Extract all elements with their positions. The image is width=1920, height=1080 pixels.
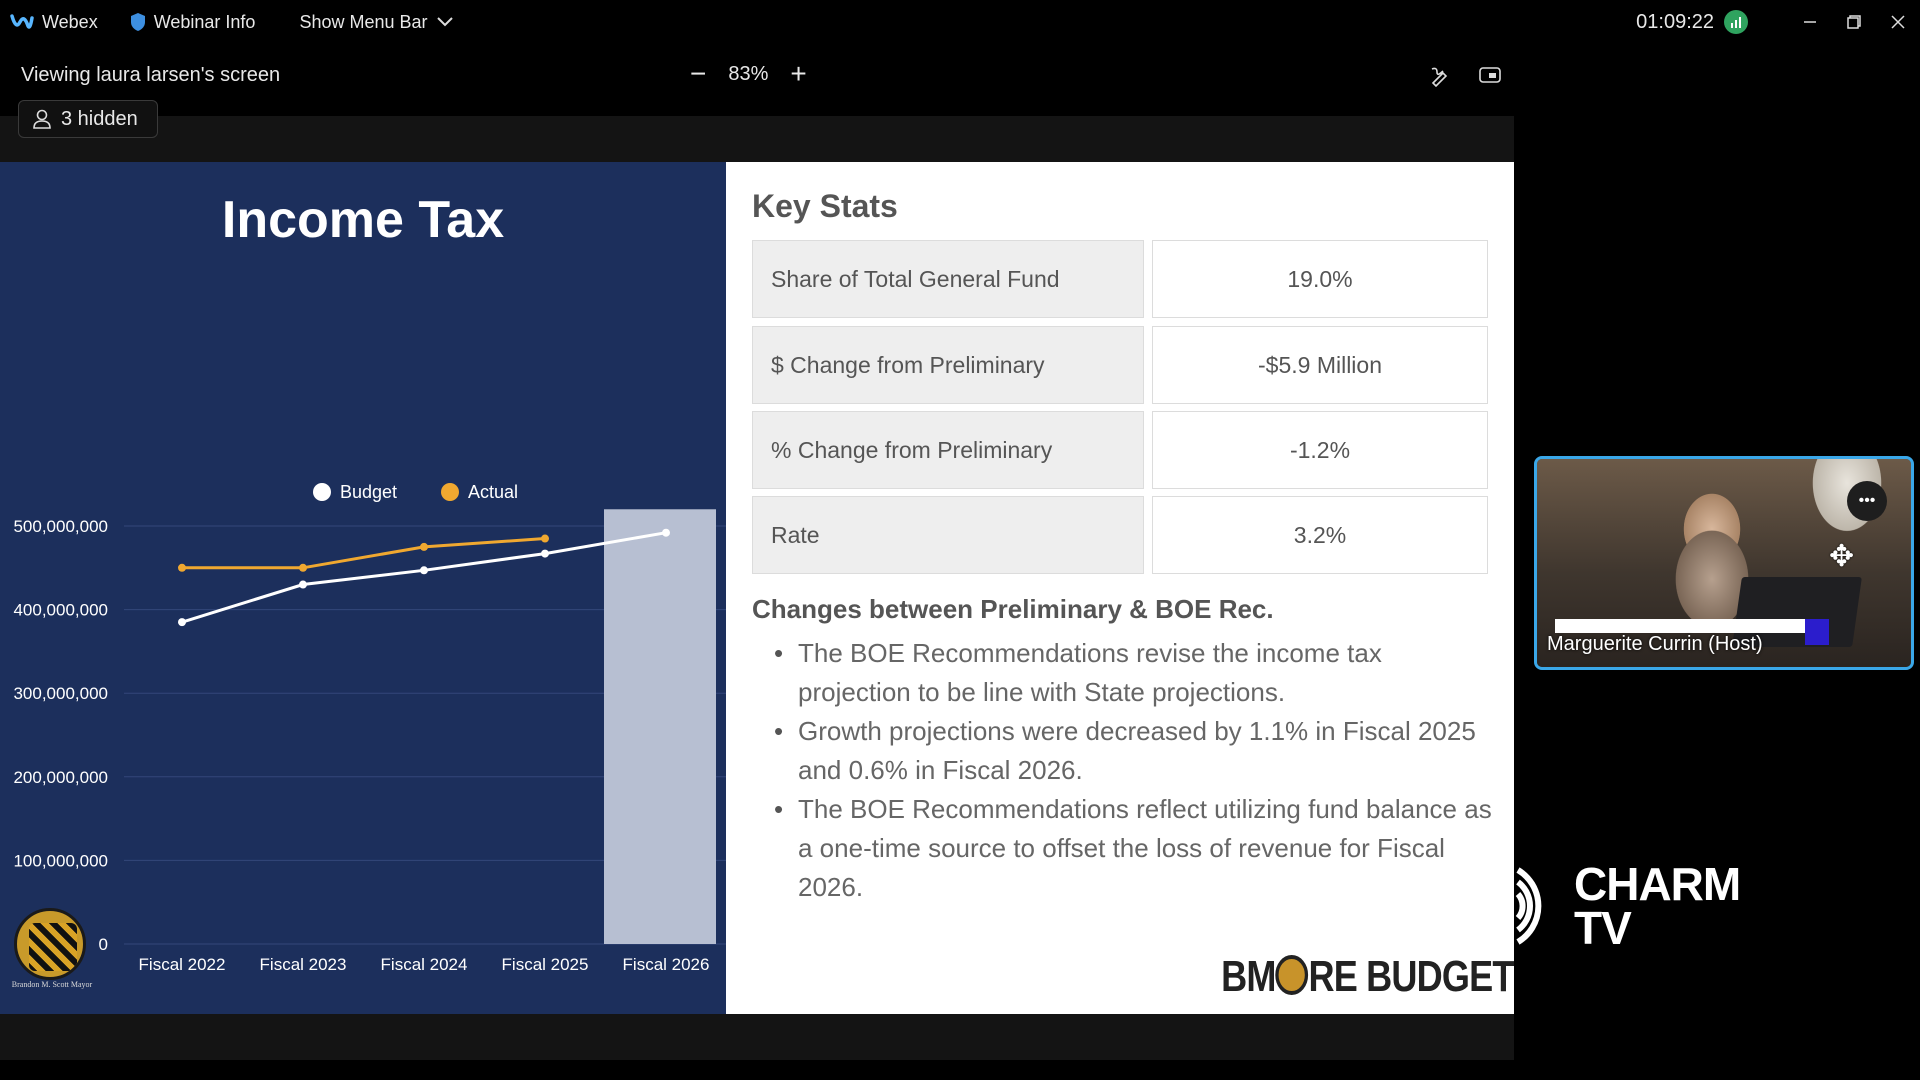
legend-marker — [441, 483, 459, 501]
viewing-screen-label: Viewing laura larsen's screen — [21, 64, 281, 86]
stat-value: -$5.9 Million — [1152, 326, 1488, 404]
charm-tv-text: CHARM TV — [1574, 858, 1741, 954]
y-tick-label: 0 — [99, 935, 108, 954]
data-point-actual — [178, 563, 186, 572]
more-options-icon[interactable]: ••• — [1847, 481, 1887, 521]
list-item: The BOE Recommendations reflect utilizin… — [752, 790, 1492, 907]
legend-marker — [313, 483, 331, 501]
participant-name: Marguerite Currin (Host) — [1547, 633, 1763, 655]
presentation-slide: Income Tax 0 100,000,000 200,000,000 300,00… — [0, 162, 1515, 1014]
data-point-actual — [541, 534, 549, 543]
list-item: Growth projections were decreased by 1.1… — [752, 712, 1492, 790]
seal-caption: Brandon M. Scott Mayor — [11, 980, 93, 989]
webinar-info-label: Webinar Info — [153, 11, 256, 32]
zoom-in-button[interactable]: + — [790, 58, 807, 89]
key-stats-row: Share of Total General Fund 19.0% — [752, 240, 1488, 318]
data-point-actual — [299, 563, 307, 572]
zoom-out-button[interactable]: − — [690, 58, 707, 89]
zoom-level: 83% — [728, 62, 769, 85]
video-lower-third-accent — [1805, 619, 1829, 645]
data-point-budget — [662, 528, 670, 537]
y-tick-label: 200,000,000 — [13, 768, 108, 787]
y-tick-label: 400,000,000 — [13, 601, 108, 620]
key-stats-title: Key Stats — [752, 188, 898, 224]
series-line-actual — [182, 537, 546, 570]
app-name: Webex — [42, 11, 98, 32]
chart-title: Income Tax — [221, 191, 505, 249]
legend-label: Budget — [340, 482, 397, 502]
income-tax-chart: 0 100,000,000 200,000,000 300,000,000 400,00… — [13, 482, 726, 974]
stat-value: -1.2% — [1152, 411, 1488, 489]
stat-value: 19.0% — [1152, 240, 1488, 318]
stat-label: Share of Total General Fund — [752, 240, 1144, 318]
bmore-o-seal-icon — [1276, 955, 1309, 995]
bmore-suffix: RE BUDGET — [1308, 952, 1515, 1001]
y-tick-label: 100,000,000 — [13, 851, 108, 870]
x-tick-label: Fiscal 2025 — [502, 955, 589, 974]
move-handle-icon[interactable]: ✥ — [1829, 540, 1855, 573]
stat-label: Rate — [752, 496, 1144, 574]
close-icon[interactable] — [1876, 0, 1920, 44]
key-stats-row: Rate 3.2% — [752, 496, 1488, 574]
charm-line1: CHARM — [1574, 858, 1741, 910]
data-point-budget — [299, 580, 307, 589]
charm-line2: TV — [1574, 902, 1632, 954]
key-stats-panel: Key Stats Share of Total General Fund 19… — [726, 162, 1515, 1014]
stat-label: % Change from Preliminary — [752, 411, 1144, 489]
legend-label: Actual — [468, 482, 518, 502]
webex-logo-icon — [10, 14, 34, 29]
show-menu-bar-button[interactable]: Show Menu Bar — [299, 12, 453, 33]
mayor-seal-logo — [14, 908, 86, 980]
network-status-icon[interactable] — [1724, 10, 1748, 34]
key-stats-row: % Change from Preliminary -1.2% — [752, 411, 1488, 489]
share-viewer-bar: Viewing laura larsen's screen − 83% + — [0, 56, 1520, 96]
shield-icon — [130, 13, 145, 31]
video-lower-third — [1555, 619, 1805, 633]
chevron-down-icon — [436, 17, 453, 27]
person-icon — [33, 109, 51, 129]
titlebar-right: 01:09:22 — [1636, 0, 1920, 44]
charm-tv-logo-icon — [1515, 867, 1542, 945]
meeting-clock: 01:09:22 — [1636, 10, 1714, 33]
x-tick-label: Fiscal 2023 — [260, 955, 347, 974]
y-tick-label: 300,000,000 — [13, 684, 108, 703]
chart-panel: Income Tax 0 100,000,000 200,000,000 300,00… — [0, 162, 726, 1014]
changes-list: The BOE Recommendations revise the incom… — [752, 634, 1492, 907]
hidden-participants-button[interactable]: 3 hidden — [18, 100, 158, 138]
x-tick-label: Fiscal 2026 — [623, 955, 710, 974]
highlight-bar — [604, 509, 716, 944]
list-item: The BOE Recommendations revise the incom… — [752, 634, 1492, 712]
participant-video-tile[interactable]: Marguerite Currin (Host) ••• ✥ — [1534, 456, 1914, 670]
restore-icon[interactable] — [1832, 0, 1876, 44]
view-options-icon[interactable] — [1476, 62, 1504, 90]
key-stats-row: $ Change from Preliminary -$5.9 Million — [752, 326, 1488, 404]
bmore-prefix: BM — [1221, 952, 1277, 1001]
window-titlebar: Webex Webinar Info Show Menu Bar 01:09:2… — [0, 0, 1920, 44]
app-menu[interactable]: Webex — [10, 12, 98, 33]
hidden-count-label: 3 hidden — [61, 107, 138, 130]
bmore-budget-logo: BM RE BUDGET — [1221, 952, 1515, 1002]
x-tick-label: Fiscal 2024 — [381, 955, 468, 974]
zoom-controls: − 83% + — [690, 60, 807, 88]
stat-value: 3.2% — [1152, 496, 1488, 574]
data-point-budget — [420, 566, 428, 575]
data-point-actual — [420, 542, 428, 551]
y-tick-label: 500,000,000 — [13, 517, 108, 536]
data-point-budget — [541, 549, 549, 558]
minimize-icon[interactable] — [1788, 0, 1832, 44]
webinar-info-button[interactable]: Webinar Info — [130, 11, 256, 33]
charm-tv-watermark: CHARM TV — [1512, 856, 1752, 956]
stat-label: $ Change from Preliminary — [752, 326, 1144, 404]
changes-title: Changes between Preliminary & BOE Rec. — [752, 594, 1274, 624]
show-menu-bar-label: Show Menu Bar — [299, 11, 428, 32]
x-tick-label: Fiscal 2022 — [139, 955, 226, 974]
annotate-icon[interactable] — [1426, 62, 1454, 90]
data-point-budget — [178, 618, 186, 627]
